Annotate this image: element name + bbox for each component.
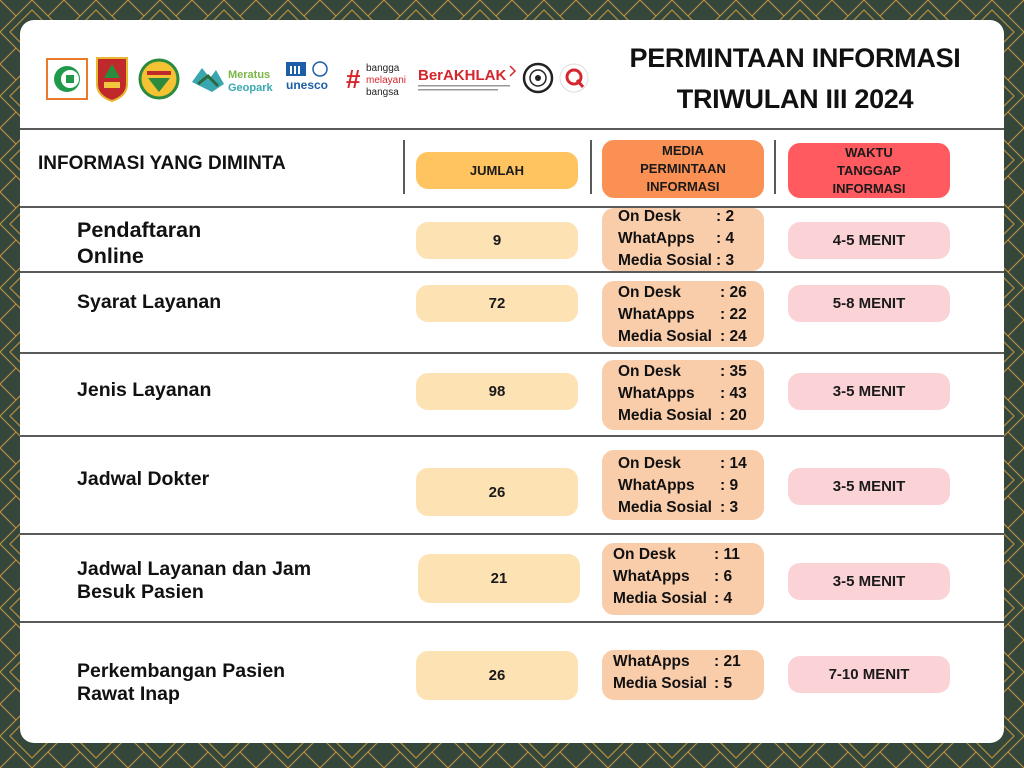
media-line: Media Sosial (613, 590, 707, 607)
svg-text:melayani: melayani (366, 75, 406, 86)
waktu-cell: 4-5 MENIT (788, 222, 950, 259)
media-value: : 3 (720, 499, 739, 516)
media-line: On Desk (618, 363, 681, 380)
divider (20, 206, 1004, 208)
row-name: Pendaftaran Online (77, 218, 202, 268)
media-value: : 3 (716, 252, 735, 269)
svg-text:unesco: unesco (286, 78, 328, 92)
media-value: : 21 (714, 653, 741, 670)
bangga-melayani-bangsa-logo: # bangga melayani bangsa (346, 63, 406, 98)
seal-logo (522, 62, 554, 94)
media-value: : 4 (716, 230, 735, 247)
logo-strip: Meratus Geopark unesco # bangga melayani… (46, 56, 616, 102)
jumlah-cell: 98 (416, 373, 578, 410)
media-line: On Desk (618, 208, 681, 225)
jumlah-cell: 21 (418, 554, 580, 603)
media-line: Media Sosial (618, 407, 712, 424)
divider (20, 533, 1004, 535)
media-line: On Desk (613, 546, 676, 563)
waktu-cell: 5-8 MENIT (788, 285, 950, 322)
header-waktu: WAKTU TANGGAP INFORMASI (788, 143, 950, 198)
waktu-cell: 3-5 MENIT (788, 468, 950, 505)
divider (20, 128, 1004, 130)
divider (20, 271, 1004, 273)
media-value: : 5 (714, 675, 733, 692)
accreditation-logo (138, 58, 180, 100)
header-jumlah: JUMLAH (416, 152, 578, 189)
media-cell: On Desk : 11 WhatApps : 6 Media Sosial :… (602, 543, 764, 615)
media-line: WhatApps (618, 306, 695, 323)
meratus-geopark-logo: Meratus Geopark (192, 68, 274, 94)
media-line: On Desk (618, 284, 681, 301)
jumlah-cell: 72 (416, 285, 578, 322)
hospital-logo (46, 58, 88, 100)
divider (20, 435, 1004, 437)
media-value: : 11 (714, 546, 740, 563)
svg-text:Meratus: Meratus (228, 69, 270, 81)
page-title: PERMINTAAN INFORMASI TRIWULAN III 2024 (580, 38, 1004, 120)
jumlah-cell: 9 (416, 222, 578, 259)
svg-text:bangsa: bangsa (366, 87, 399, 98)
media-value: : 35 (720, 363, 747, 380)
media-line: Media Sosial (613, 675, 707, 692)
media-line: WhatApps (618, 385, 695, 402)
svg-text:BerAKHLAK: BerAKHLAK (418, 67, 507, 84)
row-name: Perkembangan Pasien Rawat Inap (77, 660, 286, 705)
media-line: Media Sosial (618, 252, 712, 269)
divider (20, 352, 1004, 354)
media-value: : 22 (720, 306, 747, 323)
media-line: WhatApps (618, 477, 695, 494)
header-media: MEDIA PERMINTAAN INFORMASI (602, 140, 764, 198)
media-cell: WhatApps : 21 Media Sosial : 5 (602, 650, 764, 700)
content-card: Meratus Geopark unesco # bangga melayani… (20, 20, 1004, 743)
media-cell: On Desk : 2 WhatApps : 4 Media Sosial : … (602, 208, 764, 271)
jumlah-cell: 26 (416, 651, 578, 700)
media-value: : 43 (720, 385, 747, 402)
media-value: : 14 (720, 455, 747, 472)
waktu-cell: 3-5 MENIT (788, 373, 950, 410)
media-line: Media Sosial (618, 328, 712, 345)
media-cell: On Desk : 14 WhatApps : 9 Media Sosial :… (602, 450, 764, 520)
column-divider (774, 140, 776, 194)
divider (20, 621, 1004, 623)
svg-text:bangga: bangga (366, 63, 400, 74)
media-value: : 24 (720, 328, 747, 345)
media-line: WhatApps (618, 230, 695, 247)
column-divider (403, 140, 405, 194)
waktu-cell: 3-5 MENIT (788, 563, 950, 600)
waktu-cell: 7-10 MENIT (788, 656, 950, 693)
quality-logo (559, 63, 589, 93)
media-value: : 2 (716, 208, 735, 225)
media-value: : 6 (714, 568, 733, 585)
svg-text:#: # (346, 64, 361, 94)
media-line: WhatApps (613, 568, 690, 585)
jumlah-cell: 26 (416, 468, 578, 516)
media-value: : 4 (714, 590, 733, 607)
berakhlak-logo: BerAKHLAK (418, 65, 517, 91)
unesco-logo: unesco (286, 61, 328, 92)
regional-emblem-logo (96, 57, 128, 102)
svg-text:Geopark: Geopark (228, 82, 274, 94)
header-info: INFORMASI YANG DIMINTA (38, 153, 286, 174)
media-value: : 26 (720, 284, 747, 301)
media-cell: On Desk : 35 WhatApps : 43 Media Sosial … (602, 360, 764, 430)
title-line-1: PERMINTAAN INFORMASI (629, 43, 961, 73)
media-cell: On Desk : 26 WhatApps : 22 Media Sosial … (602, 281, 764, 347)
row-name: Jadwal Dokter (77, 468, 210, 490)
row-name: Jenis Layanan (77, 379, 212, 401)
row-name: Syarat Layanan (77, 291, 222, 313)
media-line: Media Sosial (618, 499, 712, 516)
media-value: : 9 (720, 477, 739, 494)
row-name: Jadwal Layanan dan Jam Besuk Pasien (77, 558, 312, 603)
title-line-2: TRIWULAN III 2024 (676, 84, 914, 114)
media-value: : 20 (720, 407, 747, 424)
media-line: WhatApps (613, 653, 690, 670)
column-divider (590, 140, 592, 194)
media-line: On Desk (618, 455, 681, 472)
